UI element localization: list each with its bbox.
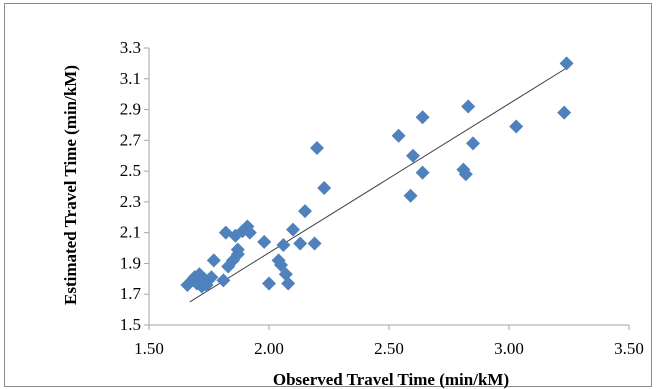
- data-point: [216, 273, 231, 288]
- data-point: [274, 257, 288, 272]
- y-tick-label: 1.9: [120, 253, 141, 272]
- y-tick-label: 3.3: [120, 38, 141, 57]
- y-axis-title: Estimated Travel Time (min/kM): [61, 65, 80, 305]
- trendline: [189, 67, 567, 303]
- y-tick-label: 2.5: [120, 161, 141, 180]
- data-point: [286, 222, 300, 237]
- y-tick-label: 2.9: [120, 100, 141, 119]
- data-point: [559, 56, 574, 71]
- data-point: [281, 276, 296, 291]
- y-ticks: 1.5 1.7 1.9 2.1 2.3 2.5 2.7 2.9 3.1 3.3: [120, 38, 149, 334]
- x-tick-label: 3.00: [494, 339, 524, 358]
- x-axis-title: Observed Travel Time (min/kM): [273, 370, 509, 389]
- x-tick-label: 3.50: [614, 339, 644, 358]
- data-point: [406, 148, 420, 163]
- data-point: [458, 167, 473, 182]
- data-point: [466, 136, 480, 151]
- data-point: [461, 99, 476, 114]
- y-tick-label: 2.3: [120, 192, 141, 211]
- data-point: [204, 270, 219, 285]
- data-point: [276, 237, 291, 252]
- data-point: [307, 236, 322, 251]
- x-tick-label: 2.00: [254, 339, 284, 358]
- data-point: [415, 165, 430, 180]
- y-tick-label: 1.5: [120, 315, 141, 334]
- data-points: [180, 56, 574, 294]
- x-tick-label: 2.50: [374, 339, 404, 358]
- data-point: [262, 276, 276, 291]
- data-point: [310, 141, 324, 156]
- data-point: [293, 236, 308, 251]
- y-tick-label: 2.7: [120, 130, 142, 149]
- data-point: [298, 204, 312, 219]
- data-point: [415, 110, 430, 125]
- data-point: [242, 225, 257, 240]
- chart-frame: [4, 3, 652, 387]
- data-point: [317, 181, 332, 196]
- data-point: [206, 253, 221, 268]
- data-point: [557, 105, 572, 120]
- y-tick-label: 1.7: [120, 284, 142, 303]
- data-point: [257, 234, 272, 249]
- y-tick-label: 2.1: [120, 223, 141, 242]
- data-point: [391, 128, 406, 143]
- y-tick-label: 3.1: [120, 69, 141, 88]
- data-point: [509, 119, 524, 134]
- data-point: [403, 188, 418, 203]
- x-ticks: 1.50 2.00 2.50 3.00 3.50: [134, 325, 644, 358]
- x-tick-label: 1.50: [134, 339, 164, 358]
- data-point: [230, 242, 245, 257]
